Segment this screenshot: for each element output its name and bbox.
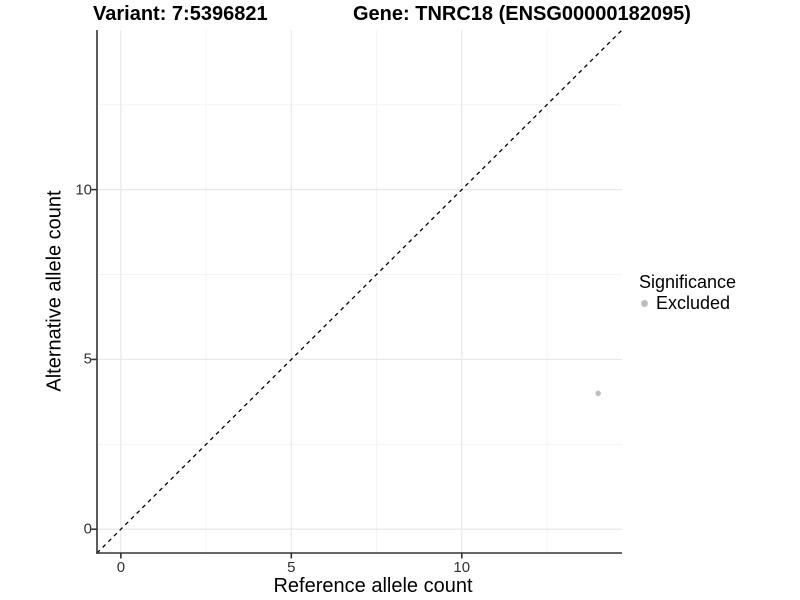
x-tick-label-0: 0 xyxy=(116,559,126,576)
legend-point-icon xyxy=(641,300,648,307)
legend-title: Significance xyxy=(639,272,737,292)
legend-item-label: Excluded xyxy=(656,293,731,313)
plot-title-gene: Gene: TNRC18 (ENSG00000182095) xyxy=(353,3,691,25)
plot-title-variant: Variant: 7:5396821 xyxy=(93,3,268,25)
x-axis-title: Reference allele count xyxy=(273,575,473,597)
x-tick-label-5: 5 xyxy=(287,559,296,576)
data-point-excluded xyxy=(595,390,601,397)
identity-reference-line xyxy=(96,29,623,554)
y-axis-title: Alternative allele count xyxy=(43,190,66,392)
legend-item-excluded: Excluded xyxy=(639,293,736,314)
x-tick-label-10: 10 xyxy=(453,559,471,576)
legend: Significance Excluded xyxy=(639,272,736,314)
y-tick-label-5: 5 xyxy=(83,350,92,368)
y-tick-label-10: 10 xyxy=(75,181,92,199)
y-tick-label-0: 0 xyxy=(83,520,92,538)
